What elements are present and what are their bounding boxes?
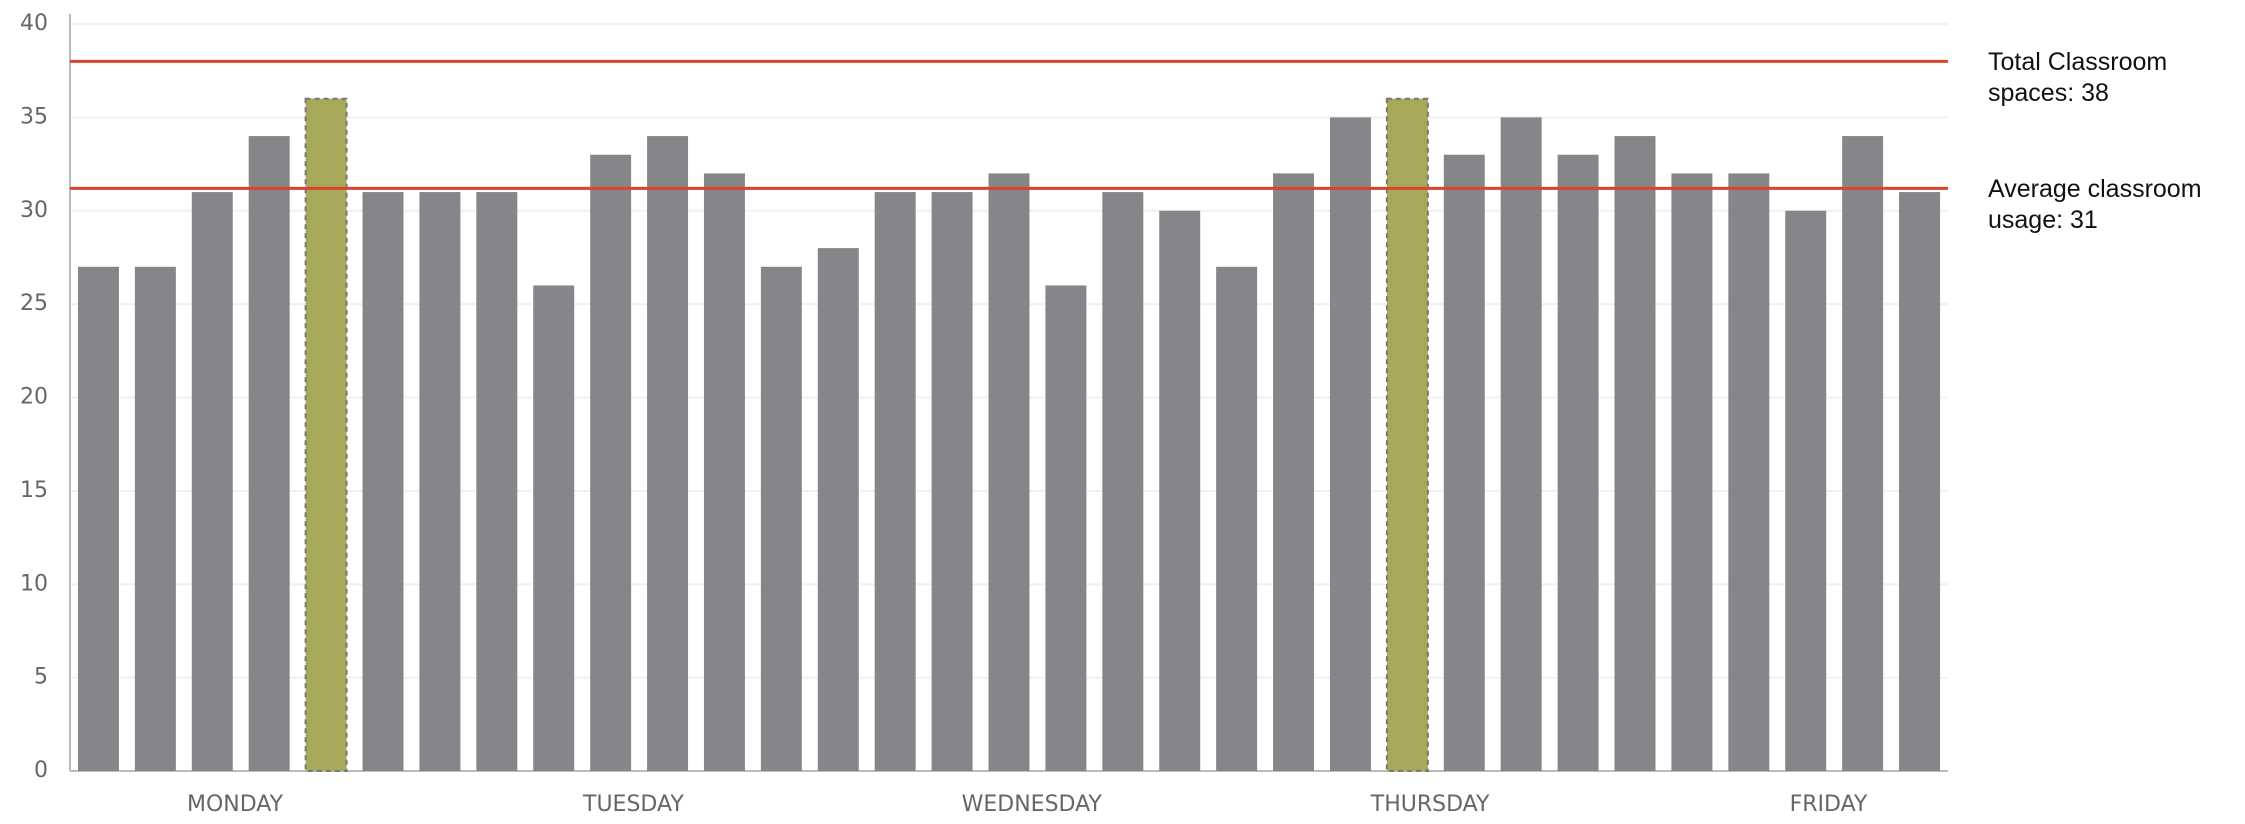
bar: [817, 248, 859, 772]
reference-label: Average classroom usage: 31: [1988, 175, 2202, 235]
bar: [760, 266, 802, 771]
bar: [1273, 173, 1315, 771]
bar: [1614, 136, 1656, 772]
bar: [1899, 192, 1941, 771]
y-tick-label: 25: [20, 291, 48, 316]
bar: [1842, 136, 1884, 772]
y-tick-label: 35: [20, 104, 48, 129]
y-tick-label: 10: [20, 571, 48, 596]
y-tick-label: 15: [20, 478, 48, 503]
bar: [590, 154, 632, 772]
reference-label: Total Classroom spaces: 38: [1988, 48, 2168, 108]
x-tick-label: WEDNESDAY: [962, 792, 1103, 817]
bar: [77, 266, 119, 771]
bar: [931, 192, 973, 771]
bar: [1102, 192, 1144, 771]
x-tick-label: MONDAY: [187, 792, 284, 817]
highlight-bar: [304, 97, 348, 772]
x-tick-label: THURSDAY: [1370, 792, 1490, 817]
bar: [1728, 173, 1770, 771]
bar: [1159, 210, 1201, 771]
bar: [1500, 117, 1542, 771]
bar: [647, 136, 689, 772]
x-tick-label: TUESDAY: [582, 792, 684, 817]
bar: [1557, 154, 1599, 772]
x-tick-label: FRIDAY: [1790, 792, 1868, 817]
bar: [533, 285, 575, 771]
y-tick-label: 40: [20, 11, 48, 36]
y-tick-label: 20: [20, 385, 48, 410]
y-tick-label: 30: [20, 198, 48, 223]
y-tick-label: 0: [34, 758, 48, 783]
bar: [1443, 154, 1485, 772]
bar: [703, 173, 745, 771]
bar: [419, 192, 461, 771]
bar: [362, 192, 404, 771]
bar: [1216, 266, 1258, 771]
bar: [1785, 210, 1827, 771]
bar: [1671, 173, 1713, 771]
bar: [1329, 117, 1371, 771]
bar: [874, 192, 916, 771]
bar: [1045, 285, 1087, 771]
bar: [248, 136, 290, 772]
bar: [134, 266, 176, 771]
bar: [988, 173, 1030, 771]
bar: [191, 192, 233, 771]
y-tick-label: 5: [34, 665, 48, 690]
bar: [476, 192, 518, 771]
highlight-bar: [1385, 97, 1429, 772]
